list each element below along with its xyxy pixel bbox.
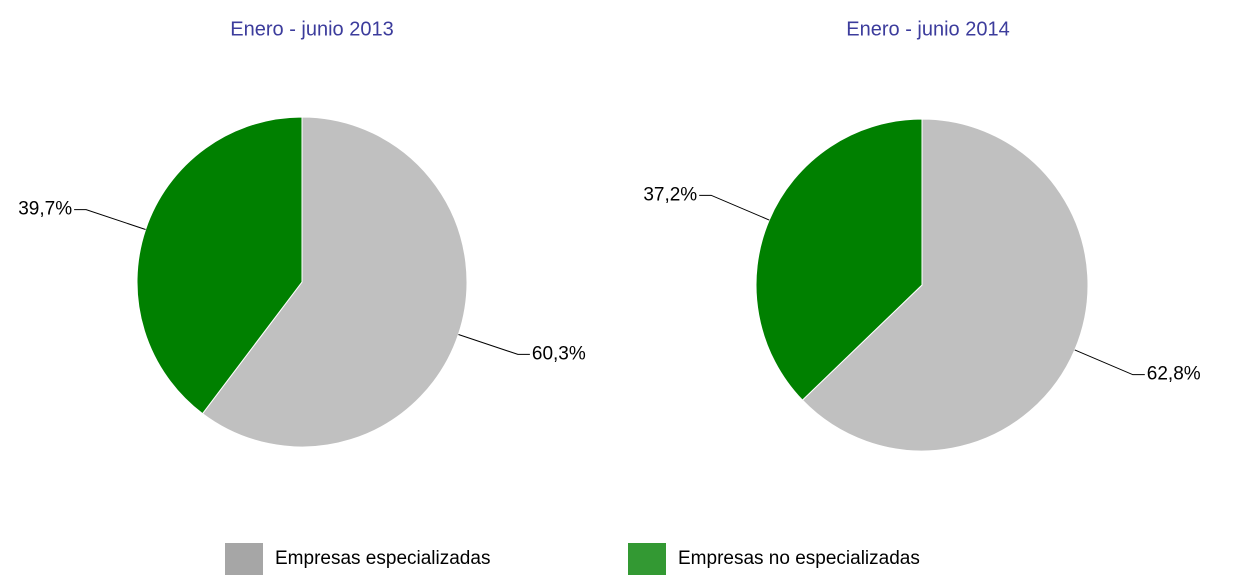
chart-title: Enero - junio 2013 [230,18,393,40]
leader-line [458,333,530,355]
legend-label: Empresas no especializadas [678,548,920,569]
leader-line [74,209,146,231]
leader-line [1074,349,1145,376]
data-label: 37,2% [643,184,697,205]
data-label: 60,3% [532,343,586,364]
pie-slice [201,116,468,448]
data-label: 62,8% [1147,364,1201,385]
legend-swatch [628,543,666,575]
pie-slice [755,118,923,401]
leader-line [699,194,770,221]
legend-label: Empresas especializadas [275,548,490,569]
pie-slice [136,116,303,415]
data-label: 39,7% [18,199,72,220]
legend-swatch [225,543,263,575]
chart-title: Enero - junio 2014 [846,18,1009,40]
